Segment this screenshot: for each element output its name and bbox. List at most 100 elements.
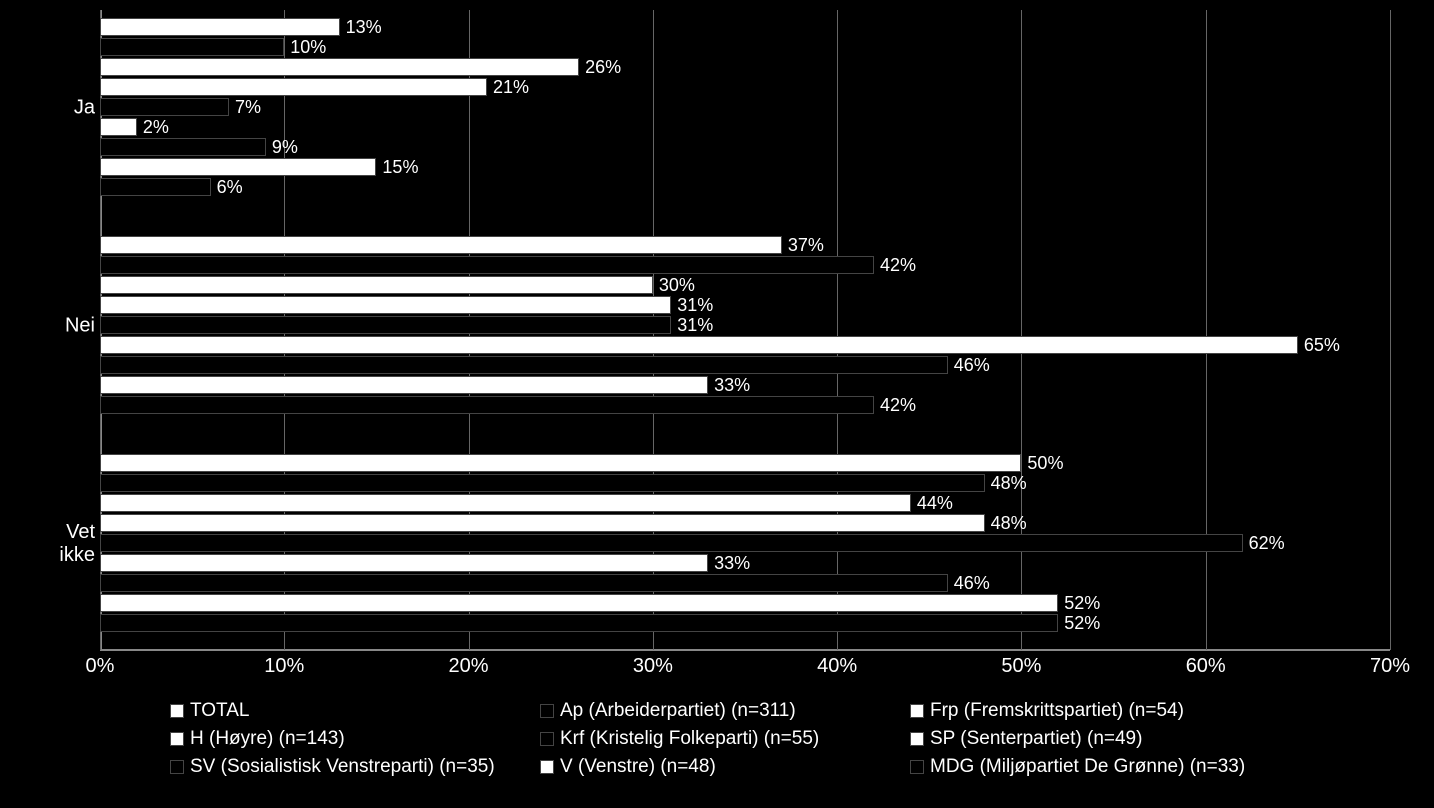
legend-item-sp: SP (Senterpartiet) (n=49) [910,728,1280,750]
legend-swatch-v [540,760,554,774]
bar-nei-frp [100,276,653,294]
bar-vetikke-h [100,514,985,532]
legend-item-v: V (Venstre) (n=48) [540,756,910,778]
legend-label: Frp (Fremskrittspartiet) (n=54) [930,700,1184,722]
bar-label-ja-mdg: 6% [217,177,243,198]
bar-nei-mdg [100,396,874,414]
bar-vetikke-ap [100,474,985,492]
bar-vetikke-mdg [100,614,1058,632]
bar-label-vetikke-sp: 33% [714,553,750,574]
legend-label: Ap (Arbeiderpartiet) (n=311) [560,700,796,722]
legend-swatch-frp [910,704,924,718]
bar-label-ja-sv: 9% [272,137,298,158]
bar-label-ja-frp: 26% [585,57,621,78]
plot-area: 0%10%20%30%40%50%60%70%13%10%26%21%7%2%9… [100,10,1390,650]
bar-vetikke-frp [100,494,911,512]
bar-label-vetikke-total: 50% [1027,453,1063,474]
legend: TOTAL Ap (Arbeiderpartiet) (n=311) Frp (Fr… [170,700,1290,784]
legend-swatch-sp [910,732,924,746]
bar-ja-sv [100,138,266,156]
y-tick-label-ja: Ja [40,97,95,120]
bar-ja-sp [100,118,137,136]
bar-ja-total [100,18,340,36]
legend-item-ap: Ap (Arbeiderpartiet) (n=311) [540,700,910,722]
bar-label-ja-total: 13% [346,17,382,38]
bar-nei-total [100,236,782,254]
legend-swatch-mdg [910,760,924,774]
bar-label-nei-sp: 65% [1304,335,1340,356]
bar-label-vetikke-sv: 46% [954,573,990,594]
legend-label: Krf (Kristelig Folkeparti) (n=55) [560,728,819,750]
bar-label-nei-v: 33% [714,375,750,396]
bar-ja-frp [100,58,579,76]
legend-item-frp: Frp (Fremskrittspartiet) (n=54) [910,700,1280,722]
bar-label-ja-h: 21% [493,77,529,98]
x-tick-label: 0% [86,655,115,678]
legend-label: TOTAL [190,700,249,722]
bar-vetikke-sp [100,554,708,572]
bar-vetikke-v [100,594,1058,612]
bar-label-ja-ap: 10% [290,37,326,58]
bar-label-nei-mdg: 42% [880,395,916,416]
bar-nei-sv [100,356,948,374]
bar-label-ja-krf: 7% [235,97,261,118]
x-axis-line [100,649,1390,651]
legend-item-total: TOTAL [170,700,540,722]
legend-label: MDG (Miljøpartiet De Grønne) (n=33) [930,756,1245,778]
bar-nei-v [100,376,708,394]
bar-nei-h [100,296,671,314]
legend-item-mdg: MDG (Miljøpartiet De Grønne) (n=33) [910,756,1280,778]
x-tick-label: 50% [1001,655,1041,678]
legend-label: SV (Sosialistisk Venstreparti) (n=35) [190,756,495,778]
bar-ja-ap [100,38,284,56]
legend-swatch-krf [540,732,554,746]
legend-row: TOTAL Ap (Arbeiderpartiet) (n=311) Frp (Fr… [170,700,1290,722]
bar-ja-krf [100,98,229,116]
x-tick-label: 70% [1370,655,1410,678]
legend-swatch-ap [540,704,554,718]
bar-vetikke-sv [100,574,948,592]
bar-nei-ap [100,256,874,274]
legend-label: H (Høyre) (n=143) [190,728,345,750]
chart-container: 0%10%20%30%40%50%60%70%13%10%26%21%7%2%9… [100,10,1390,680]
legend-swatch-sv [170,760,184,774]
bar-label-vetikke-ap: 48% [991,473,1027,494]
legend-label: V (Venstre) (n=48) [560,756,716,778]
x-tick-label: 20% [449,655,489,678]
x-tick-label: 60% [1186,655,1226,678]
bar-ja-mdg [100,178,211,196]
category-group-nei: 37%42%30%31%31%65%46%33%42% [100,236,1390,416]
category-group-ja: 13% 10% 26% 21% 7% 2% 9% 15% 6% [100,18,1390,198]
bar-label-nei-sv: 46% [954,355,990,376]
legend-row: SV (Sosialistisk Venstreparti) (n=35) V (… [170,756,1290,778]
x-tick-label: 10% [264,655,304,678]
legend-item-sv: SV (Sosialistisk Venstreparti) (n=35) [170,756,540,778]
legend-swatch-h [170,732,184,746]
bar-label-ja-v: 15% [382,157,418,178]
bar-ja-h [100,78,487,96]
bar-label-vetikke-krf: 62% [1249,533,1285,554]
bar-nei-krf [100,316,671,334]
legend-row: H (Høyre) (n=143) Krf (Kristelig Folkepar… [170,728,1290,750]
bar-label-nei-frp: 30% [659,275,695,296]
x-tick-label: 30% [633,655,673,678]
x-tick-label: 40% [817,655,857,678]
bar-label-nei-krf: 31% [677,315,713,336]
legend-item-h: H (Høyre) (n=143) [170,728,540,750]
bar-label-vetikke-frp: 44% [917,493,953,514]
bar-label-nei-h: 31% [677,295,713,316]
bar-nei-sp [100,336,1298,354]
bar-label-nei-total: 37% [788,235,824,256]
y-tick-label-nei: Nei [40,315,95,338]
legend-label: SP (Senterpartiet) (n=49) [930,728,1142,750]
bar-label-vetikke-h: 48% [991,513,1027,534]
bar-vetikke-krf [100,534,1243,552]
bar-label-nei-ap: 42% [880,255,916,276]
bar-ja-v [100,158,376,176]
gridline [1390,10,1391,650]
bar-label-ja-sp: 2% [143,117,169,138]
bar-vetikke-total [100,454,1021,472]
legend-swatch-total [170,704,184,718]
legend-item-krf: Krf (Kristelig Folkeparti) (n=55) [540,728,910,750]
bar-label-vetikke-v: 52% [1064,593,1100,614]
